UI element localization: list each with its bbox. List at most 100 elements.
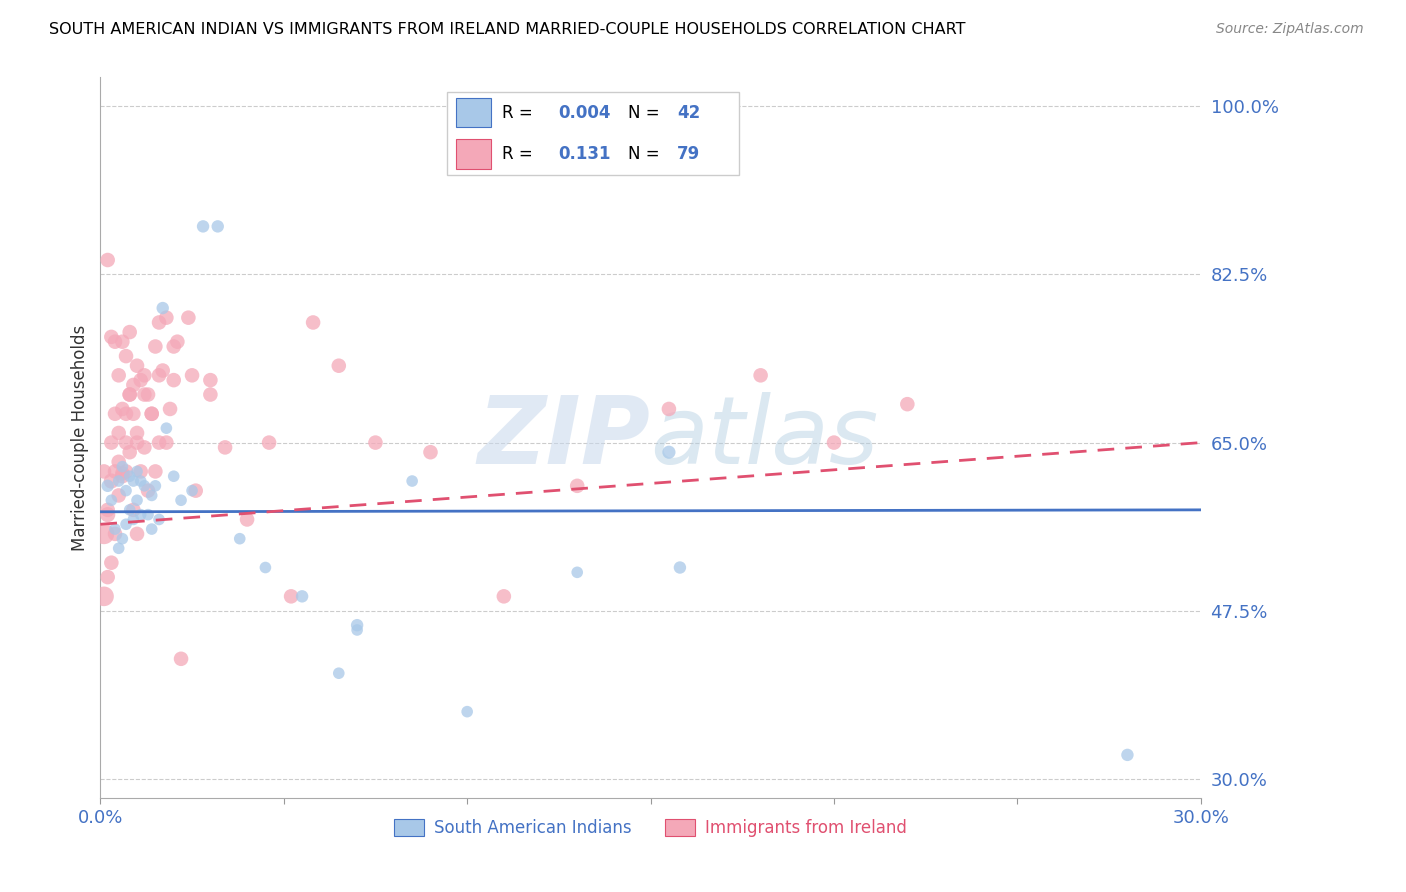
- Point: [166, 334, 188, 349]
- Point: [125, 493, 148, 508]
- Point: [291, 590, 314, 604]
- Point: [107, 368, 129, 383]
- Point: [134, 479, 156, 493]
- Point: [145, 339, 167, 353]
- Point: [170, 652, 193, 666]
- Point: [115, 349, 138, 363]
- Point: [163, 469, 186, 483]
- Point: [159, 401, 181, 416]
- Point: [129, 508, 152, 522]
- Point: [181, 368, 204, 383]
- Text: atlas: atlas: [651, 392, 879, 483]
- Text: Source: ZipAtlas.com: Source: ZipAtlas.com: [1216, 22, 1364, 37]
- Point: [148, 316, 170, 330]
- Point: [100, 435, 122, 450]
- Point: [122, 474, 145, 488]
- Point: [100, 474, 122, 488]
- Point: [749, 368, 772, 383]
- Point: [118, 503, 141, 517]
- Y-axis label: Married-couple Households: Married-couple Households: [72, 325, 89, 551]
- Point: [214, 441, 236, 455]
- Point: [401, 474, 423, 488]
- Point: [148, 368, 170, 383]
- Point: [419, 445, 441, 459]
- Point: [141, 488, 163, 502]
- Point: [97, 503, 120, 517]
- Point: [115, 483, 138, 498]
- Point: [456, 705, 478, 719]
- Point: [145, 479, 167, 493]
- Point: [181, 483, 204, 498]
- Point: [129, 465, 152, 479]
- Point: [492, 590, 515, 604]
- Point: [107, 541, 129, 556]
- Point: [100, 556, 122, 570]
- Point: [104, 334, 127, 349]
- Point: [97, 508, 120, 522]
- Point: [328, 359, 350, 373]
- Point: [125, 465, 148, 479]
- Point: [658, 401, 681, 416]
- Point: [134, 387, 156, 401]
- Point: [177, 310, 200, 325]
- Point: [141, 407, 163, 421]
- Point: [184, 483, 207, 498]
- Point: [93, 590, 115, 604]
- Point: [134, 441, 156, 455]
- Point: [111, 532, 134, 546]
- Point: [155, 421, 177, 435]
- Point: [1116, 747, 1139, 762]
- Point: [115, 435, 138, 450]
- Point: [823, 435, 845, 450]
- Point: [125, 425, 148, 440]
- Point: [141, 407, 163, 421]
- Point: [115, 517, 138, 532]
- Point: [669, 560, 692, 574]
- Point: [100, 330, 122, 344]
- Point: [97, 252, 120, 267]
- Point: [111, 459, 134, 474]
- Point: [141, 522, 163, 536]
- Point: [125, 527, 148, 541]
- Point: [115, 465, 138, 479]
- Point: [111, 334, 134, 349]
- Point: [118, 445, 141, 459]
- Point: [148, 435, 170, 450]
- Point: [122, 512, 145, 526]
- Point: [152, 363, 174, 377]
- Point: [104, 522, 127, 536]
- Point: [118, 469, 141, 483]
- Point: [567, 479, 589, 493]
- Point: [170, 493, 193, 508]
- Point: [107, 425, 129, 440]
- Point: [155, 435, 177, 450]
- Point: [163, 373, 186, 387]
- Point: [111, 467, 134, 481]
- Point: [97, 570, 120, 584]
- Point: [93, 527, 115, 541]
- Point: [207, 219, 229, 234]
- Point: [118, 387, 141, 401]
- Point: [104, 465, 127, 479]
- Point: [134, 368, 156, 383]
- Point: [236, 512, 259, 526]
- Point: [125, 435, 148, 450]
- Point: [229, 532, 252, 546]
- Point: [567, 566, 589, 580]
- Point: [115, 407, 138, 421]
- Point: [107, 474, 129, 488]
- Point: [145, 465, 167, 479]
- Point: [280, 590, 302, 604]
- Point: [155, 310, 177, 325]
- Point: [200, 387, 222, 401]
- Text: SOUTH AMERICAN INDIAN VS IMMIGRANTS FROM IRELAND MARRIED-COUPLE HOUSEHOLDS CORRE: SOUTH AMERICAN INDIAN VS IMMIGRANTS FROM…: [49, 22, 966, 37]
- Point: [200, 373, 222, 387]
- Point: [152, 301, 174, 315]
- Point: [125, 359, 148, 373]
- Point: [328, 666, 350, 681]
- Point: [163, 339, 186, 353]
- Point: [346, 623, 368, 637]
- Point: [346, 618, 368, 632]
- Point: [257, 435, 280, 450]
- Point: [122, 407, 145, 421]
